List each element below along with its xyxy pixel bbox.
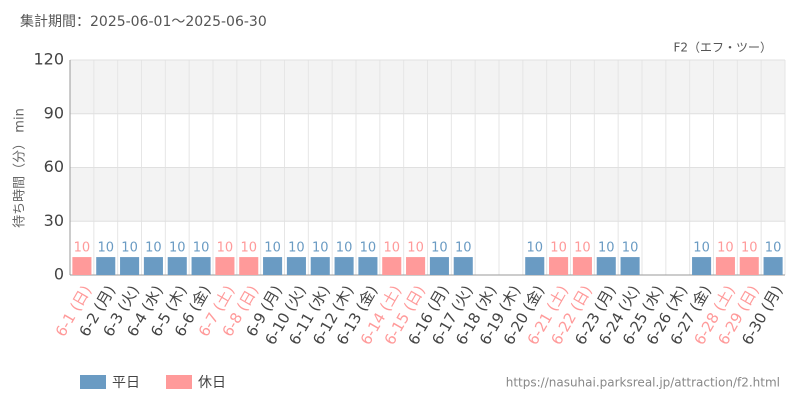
bar [191,257,211,275]
data-label: 10 [193,241,210,256]
bar [239,257,259,275]
y-tick-label: 0 [54,265,64,284]
data-label: 10 [574,241,591,256]
y-tick-label: 60 [44,157,64,176]
data-label: 10 [121,241,138,256]
data-label: 10 [550,241,567,256]
bar [263,257,283,275]
legend-swatch [80,375,106,389]
bar [596,257,616,275]
bar [382,257,402,275]
bar [334,257,354,275]
data-label: 10 [526,241,543,256]
bar [286,257,306,275]
legend-label: 平日 [112,375,140,391]
data-label: 10 [407,241,424,256]
data-label: 10 [217,241,234,256]
y-tick-label: 30 [44,211,64,230]
data-label: 10 [336,241,353,256]
y-tick-label: 90 [44,103,64,122]
bar [549,257,569,275]
data-label: 10 [312,241,329,256]
data-label: 10 [97,241,114,256]
legend-swatch [166,375,192,389]
data-label: 10 [455,241,472,256]
data-label: 10 [693,241,710,256]
bar [429,257,449,275]
data-label: 10 [383,241,400,256]
y-tick-label: 120 [33,50,64,69]
bar [525,257,545,275]
data-label: 10 [169,241,186,256]
bar [572,257,592,275]
bar [739,257,759,275]
bar [453,257,473,275]
data-label: 10 [264,241,281,256]
bar [406,257,426,275]
data-label: 10 [431,241,448,256]
data-label: 10 [622,241,639,256]
data-label: 10 [145,241,162,256]
legend-label: 休日 [198,375,226,391]
bar [96,257,116,275]
bar [72,257,92,275]
data-label: 10 [240,241,257,256]
chart-title: 集計期間：2025-06-01～2025-06-30 [20,13,267,30]
data-label: 10 [74,241,91,256]
data-label: 10 [741,241,758,256]
bar [620,257,640,275]
data-label: 10 [598,241,615,256]
bar [120,257,140,275]
bar [763,257,783,275]
data-label: 10 [360,241,377,256]
data-label: 10 [765,241,782,256]
bar [215,257,235,275]
bar [167,257,187,275]
chart-subtitle: F2（エフ・ツー） [673,41,772,55]
bar [692,257,712,275]
bar [143,257,163,275]
bar [358,257,378,275]
bar [715,257,735,275]
data-label: 10 [288,241,305,256]
y-axis-label: 待ち時間（分） min [13,108,28,228]
source-url: https://nasuhai.parksreal.jp/attraction/… [506,376,780,390]
bar [310,257,330,275]
data-label: 10 [717,241,734,256]
